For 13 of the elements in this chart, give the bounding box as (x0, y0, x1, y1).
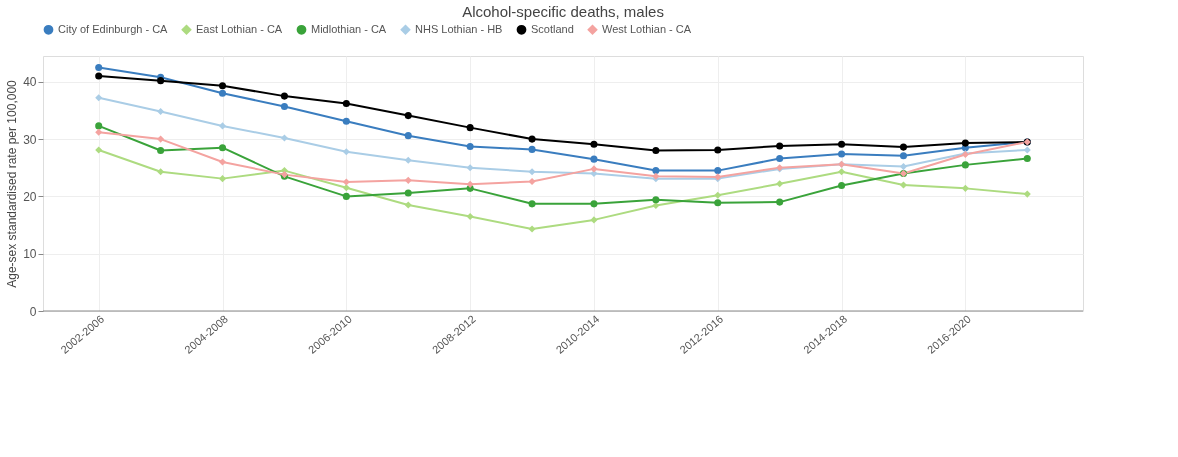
y-axis-title: Age-sex standardised rate per 100,000 (5, 79, 20, 288)
legend-label: NHS Lothian - HB (415, 22, 503, 35)
legend-label: Midlothian - CA (311, 22, 387, 35)
y-tick-label: 10 (23, 247, 37, 262)
legend-label: City of Edinburgh - CA (58, 22, 169, 35)
y-tick-label: 0 (29, 304, 37, 319)
legend-label: East Lothian - CA (196, 22, 283, 35)
y-tick-label: 20 (23, 189, 37, 204)
y-tick-label: 40 (23, 75, 37, 90)
legend-label: Scotland (531, 22, 574, 35)
y-tick-label: 30 (23, 132, 37, 147)
chart-title: Alcohol-specific deaths, males (462, 3, 664, 20)
legend-label: West Lothian - CA (602, 22, 692, 35)
